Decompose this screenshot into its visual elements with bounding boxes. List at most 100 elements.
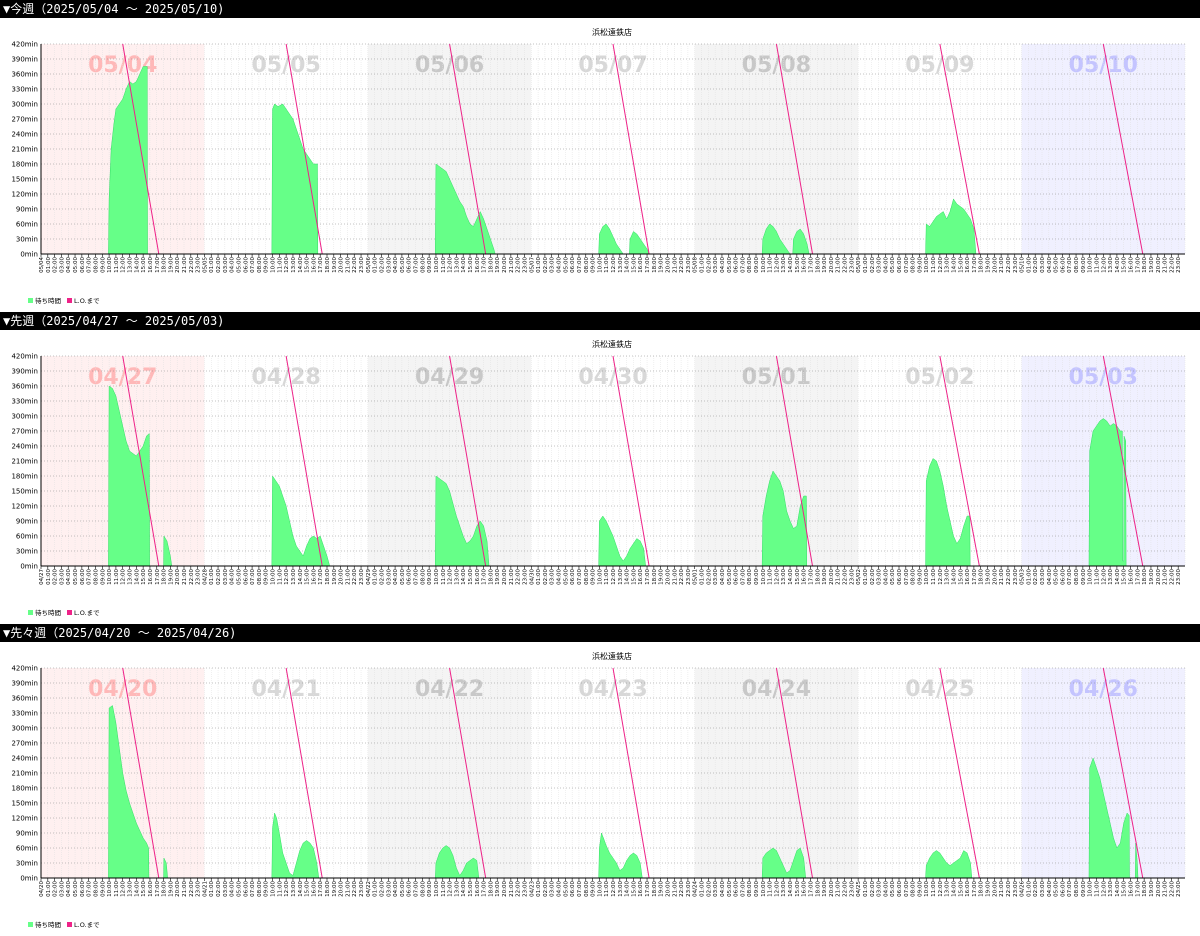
x-hour-label: 21:00 — [509, 569, 515, 585]
x-hour-label: 08:00 — [911, 569, 917, 585]
x-hour-label: 02:00 — [706, 881, 712, 897]
x-hour-label: 23:00 — [686, 881, 692, 897]
x-hour-label: 08:00 — [1074, 569, 1080, 585]
x-hour-label: 08:00 — [911, 881, 917, 897]
x-hour-label: 10:00 — [597, 881, 603, 897]
x-hour-label: 15:00 — [1122, 569, 1128, 585]
week-section-current: ▼今週（2025/05/04 ～ 2025/05/10) 浜松遠鉄店 05/04 0… — [0, 0, 1200, 312]
x-hour-label: 12:00 — [121, 569, 127, 585]
x-hour-label: 19:00 — [986, 569, 992, 585]
lo-line — [775, 43, 814, 255]
x-hour-label: 07:00 — [250, 881, 256, 897]
x-hour-label: 20:00 — [829, 569, 835, 585]
week-header: ▼今週（2025/05/04 ～ 2025/05/10) — [0, 0, 1200, 18]
x-hour-label: 04:00 — [883, 257, 889, 273]
wait-time-area — [108, 385, 173, 567]
x-hour-label: 02:00 — [53, 257, 59, 273]
legend-swatch-wait — [28, 298, 33, 303]
x-hour-label: 02:00 — [379, 257, 385, 273]
x-hour-label: 10:00 — [107, 881, 113, 897]
x-hour-label: 08:00 — [1074, 881, 1080, 897]
x-hour-label: 17:00 — [482, 881, 488, 897]
x-hour-label: 04:00 — [720, 257, 726, 273]
x-hour-label: 12:00 — [774, 257, 780, 273]
x-hour-label: 21:00 — [1163, 569, 1169, 585]
x-hour-label: 19:00 — [168, 257, 174, 273]
x-hour-label: 11:00 — [768, 569, 774, 585]
x-hour-label: 03:00 — [713, 257, 719, 273]
x-hour-label: 23:00 — [1176, 881, 1182, 897]
x-hour-label: 21:00 — [182, 569, 188, 585]
x-hour-label: 11:00 — [1094, 569, 1100, 585]
x-hour-label: 06:00 — [80, 881, 86, 897]
x-hour-label: 11:00 — [114, 257, 120, 273]
wait-time-area — [925, 458, 971, 567]
x-hour-label: 03:00 — [713, 569, 719, 585]
x-hour-label: 03:00 — [59, 257, 65, 273]
x-hour-label: 20:00 — [339, 881, 345, 897]
x-hour-label: 03:00 — [223, 257, 229, 273]
x-hour-label: 11:00 — [931, 257, 937, 273]
x-hour-label: 14:00 — [788, 257, 794, 273]
lo-line — [449, 667, 487, 879]
x-hour-label: 13:00 — [618, 569, 624, 585]
x-hour-label: 12:00 — [938, 257, 944, 273]
x-hour-label: 12:00 — [611, 569, 617, 585]
x-hour-label: 16:00 — [1129, 257, 1135, 273]
x-hour-label: 01:00 — [863, 257, 869, 273]
x-hour-label: 05:00 — [400, 257, 406, 273]
day-label: 04/30 — [578, 365, 647, 390]
x-hour-label: 07:00 — [1067, 569, 1073, 585]
x-hour-label: 16:00 — [802, 257, 808, 273]
x-hour-label: 05:00 — [236, 881, 242, 897]
wait-time-area — [108, 66, 148, 255]
x-hour-label: 04:00 — [557, 569, 563, 585]
x-hour-label: 22:00 — [516, 257, 522, 273]
x-hour-label: 04:00 — [883, 881, 889, 897]
x-hour-label: 21:00 — [672, 569, 678, 585]
x-hour-label: 06:00 — [570, 569, 576, 585]
x-hour-label: 12:00 — [448, 569, 454, 585]
x-hour-label: 21:00 — [345, 257, 351, 273]
x-hour-label: 15:00 — [958, 257, 964, 273]
wait-time-area — [435, 475, 490, 567]
x-hour-label: 04:00 — [1047, 881, 1053, 897]
x-hour-label: 02:00 — [706, 569, 712, 585]
x-hour-label: 01:00 — [863, 881, 869, 897]
x-hour-label: 22:00 — [189, 569, 195, 585]
x-hour-label: 11:00 — [604, 881, 610, 897]
x-hour-label: 07:00 — [904, 881, 910, 897]
x-hour-label: 04:00 — [66, 881, 72, 897]
x-hour-label: 04:00 — [1047, 257, 1053, 273]
x-hour-label: 18:00 — [979, 257, 985, 273]
x-hour-label: 15:00 — [631, 257, 637, 273]
x-hour-label: 07:00 — [250, 257, 256, 273]
x-hour-label: 10:00 — [761, 881, 767, 897]
x-hour-label: 20:00 — [175, 257, 181, 273]
x-hour-label: 12:00 — [448, 257, 454, 273]
x-hour-label: 19:00 — [332, 257, 338, 273]
x-hour-label: 11:00 — [931, 881, 937, 897]
y-tick-label: 210min — [11, 146, 38, 154]
x-hour-label: 23:00 — [1176, 257, 1182, 273]
x-hour-label: 08:00 — [420, 569, 426, 585]
x-hour-label: 04:00 — [393, 881, 399, 897]
x-hour-label: 14:00 — [1115, 881, 1121, 897]
x-hour-label: 02:00 — [543, 881, 549, 897]
chart-title: 浜松遠鉄店 — [592, 339, 632, 349]
x-hour-label: 17:00 — [1135, 881, 1141, 897]
x-hour-label: 05:00 — [890, 881, 896, 897]
y-tick-label: 240min — [11, 131, 38, 139]
x-hour-label: 23:00 — [849, 881, 855, 897]
x-hour-label: 04:00 — [557, 881, 563, 897]
x-hour-label: 18:00 — [652, 569, 658, 585]
x-hour-label: 15:00 — [141, 257, 147, 273]
x-hour-label: 12:00 — [1101, 569, 1107, 585]
x-hour-label: 14:00 — [461, 257, 467, 273]
x-hour-label: 20:00 — [665, 881, 671, 897]
x-hour-label: 13:00 — [291, 881, 297, 897]
y-tick-label: 240min — [11, 443, 38, 451]
x-hour-label: 05:00 — [890, 257, 896, 273]
y-tick-label: 330min — [11, 398, 38, 406]
x-hour-label: 11:00 — [1094, 257, 1100, 273]
